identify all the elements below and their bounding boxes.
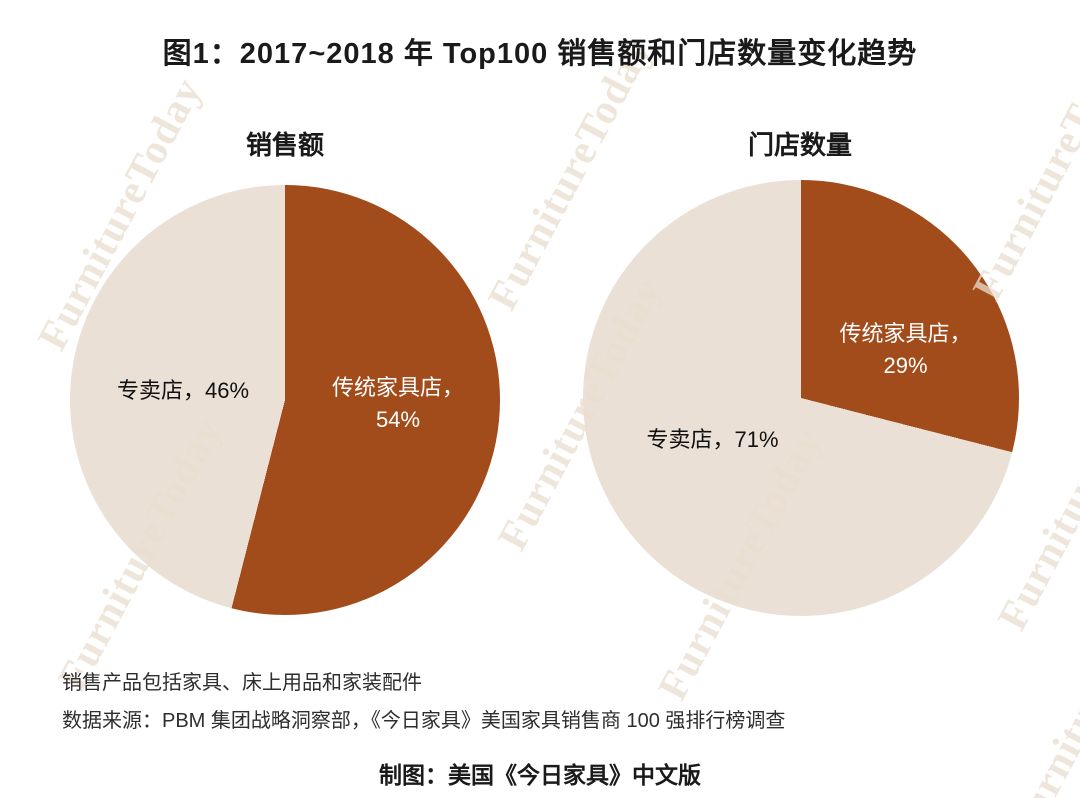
page-title: 图1：2017~2018 年 Top100 销售额和门店数量变化趋势 [162,38,918,70]
pie-label-stores-specialty: 专卖店，71% [646,427,779,452]
chart-title-stores: 门店数量 [747,130,852,160]
credit-line: 制图：美国《今日家具》中文版 [379,762,701,788]
chart-title-sales: 销售额 [245,130,324,160]
footnote-products: 销售产品包括家具、床上用品和家装配件 [62,672,422,694]
pie-label-stores-traditional: 传统家具店， 29% [839,321,972,378]
pie-chart-stores [583,180,1019,616]
pie-label-sales-traditional: 传统家具店， 54% [331,375,464,432]
pie-label-sales-specialty: 专卖店，46% [116,378,250,403]
footnote-source: 数据来源：PBM 集团战略洞察部，《今日家具》美国家具销售商 100 强排行榜调… [62,710,786,732]
pie-chart-sales [70,185,500,615]
